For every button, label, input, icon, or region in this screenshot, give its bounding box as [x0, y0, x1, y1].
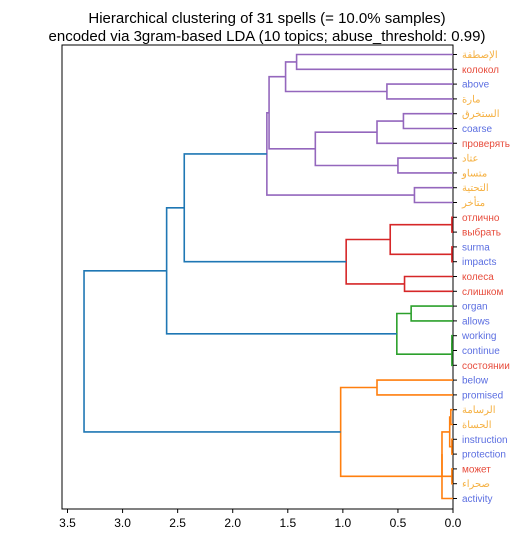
- dendrogram-link-c0: [295, 53, 453, 71]
- x-axis-ticks: 3.5 3.0 2.5 2.0 1.5 1.0 0.5 0.0: [59, 509, 462, 530]
- dendrogram-link-c1: [386, 83, 453, 100]
- leaf-label: отлично: [462, 213, 500, 224]
- leaf-label: continue: [462, 346, 500, 357]
- chart-title-line-1: Hierarchical clustering of 31 spells (= …: [88, 10, 445, 27]
- x-tick-label: 3.0: [114, 516, 131, 530]
- dendrogram-link-c19: [396, 312, 452, 355]
- dendrogram-link-c9: [266, 111, 415, 196]
- dendrogram-link-c28: [339, 386, 442, 478]
- leaf-label: activity: [462, 494, 493, 505]
- leaf-label: колокол: [462, 65, 499, 76]
- plot-area-frame: [61, 44, 454, 510]
- dendrogram-link-c24: [448, 416, 452, 448]
- dendrogram-link-c4: [376, 120, 453, 145]
- dendrogram-link-c6: [314, 131, 398, 167]
- leaf-labels: الإصطفة колокол above مارة الستخرق coarse пров…: [453, 50, 510, 505]
- dendrogram-link-c29: [83, 270, 341, 433]
- leaf-label: organ: [462, 302, 488, 313]
- dendrogram-link-c8: [413, 186, 453, 204]
- leaf-label: состоянии: [462, 361, 510, 372]
- dendrogram-link-c14: [345, 238, 405, 285]
- x-tick-label: 0.0: [445, 516, 462, 530]
- dendrogram-link-c16: [410, 305, 453, 322]
- x-tick-label: 0.5: [390, 516, 407, 530]
- dendrogram-link-c2: [284, 61, 387, 93]
- x-tick-label: 1.0: [335, 516, 352, 530]
- leaf-label: колеса: [462, 272, 494, 283]
- leaf-label: مارة: [462, 94, 480, 105]
- leaf-label: متأخر: [461, 196, 485, 209]
- dendrogram-link-c3: [402, 112, 453, 130]
- leaf-label: allows: [462, 316, 490, 327]
- leaf-label: protection: [462, 450, 506, 461]
- dendrogram-link-c18: [451, 343, 453, 367]
- x-tick-label: 1.5: [279, 516, 296, 530]
- leaf-label: слишком: [462, 287, 503, 298]
- leaf-label: выбрать: [462, 227, 501, 239]
- leaf-label: صحراء: [462, 479, 490, 490]
- dendrogram-link-c10: [451, 216, 453, 233]
- dendrogram-link-c5: [397, 157, 453, 174]
- dendrogram-link-c20: [165, 207, 397, 335]
- leaf-label: الرسامة: [462, 405, 496, 416]
- chart-title-line-2: encoded via 3gram-based LDA (10 topics; …: [49, 28, 486, 45]
- x-tick-label: 3.5: [59, 516, 76, 530]
- leaf-label: instruction: [462, 435, 508, 446]
- leaf-label: الإصطفة: [462, 50, 498, 61]
- dendrogram-link-c13: [403, 275, 453, 293]
- leaf-label: متساو: [461, 168, 487, 179]
- dendrogram-link-c15: [183, 153, 347, 263]
- leaf-label: promised: [462, 390, 503, 401]
- dendrogram-link-c27: [441, 454, 453, 500]
- dendrogram-link-c25: [451, 468, 453, 485]
- leaf-label: الحساة: [462, 420, 492, 431]
- leaf-label: coarse: [462, 124, 492, 135]
- x-tick-label: 2.5: [169, 516, 186, 530]
- leaf-label: working: [461, 331, 496, 342]
- leaf-label: surma: [462, 242, 490, 253]
- leaf-label: below: [462, 376, 489, 387]
- dendrogram-link-c21: [376, 379, 453, 396]
- leaf-label: проверять: [462, 139, 510, 150]
- leaf-label: может: [462, 464, 491, 475]
- dendrogram-link-c12: [389, 223, 452, 256]
- leaf-label: impacts: [462, 257, 496, 268]
- leaf-label: above: [462, 80, 490, 91]
- leaf-label: عتاد: [462, 154, 478, 165]
- x-tick-label: 2.0: [224, 516, 241, 530]
- leaf-label: التحتية: [462, 183, 489, 194]
- leaf-label: الستخرق: [462, 109, 500, 120]
- dendrogram-link-c7: [268, 75, 316, 150]
- dendrogram-link-c11: [451, 246, 453, 263]
- dendrogram-link-c23: [451, 438, 453, 455]
- dendrogram-links: [83, 53, 453, 500]
